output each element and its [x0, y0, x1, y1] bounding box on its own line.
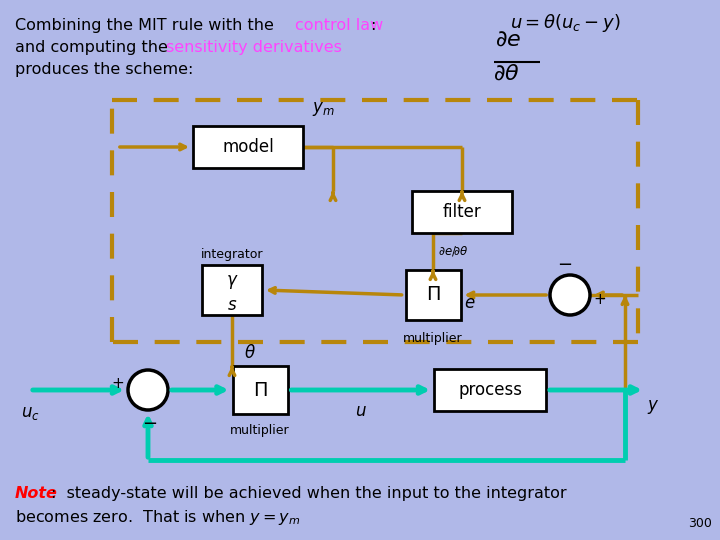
Text: $s$: $s$	[227, 296, 237, 314]
Text: becomes zero.  That is when $y = y_m$: becomes zero. That is when $y = y_m$	[15, 508, 300, 527]
Text: multiplier: multiplier	[230, 424, 290, 437]
Bar	[412, 191, 512, 233]
Text: 300: 300	[688, 517, 712, 530]
Text: integrator: integrator	[201, 248, 264, 261]
Text: $u$: $u$	[355, 402, 366, 420]
Text: multiplier: multiplier	[403, 332, 463, 345]
Bar	[434, 369, 546, 411]
Text: produces the scheme:: produces the scheme:	[15, 62, 194, 77]
Text: $-$: $-$	[557, 254, 572, 272]
Bar	[202, 265, 262, 315]
Text: $\theta$: $\theta$	[244, 344, 256, 362]
Text: $e$: $e$	[464, 294, 476, 312]
Text: $+$: $+$	[593, 292, 606, 307]
Text: model: model	[222, 138, 274, 156]
Text: $u = \theta(u_c - y)$: $u = \theta(u_c - y)$	[510, 12, 621, 34]
Text: $y_m$: $y_m$	[312, 100, 334, 118]
Bar	[233, 366, 287, 414]
Text: $\partial e/\!\partial\theta$: $\partial e/\!\partial\theta$	[438, 245, 469, 259]
Text: filter: filter	[443, 203, 482, 221]
Text: $\gamma$: $\gamma$	[225, 273, 238, 291]
Text: $\Pi$: $\Pi$	[426, 286, 441, 305]
Text: :: :	[370, 18, 375, 33]
Text: sensitivity derivatives: sensitivity derivatives	[166, 40, 342, 55]
Text: Combining the MIT rule with the: Combining the MIT rule with the	[15, 18, 279, 33]
Text: $\Pi$: $\Pi$	[253, 381, 267, 400]
Text: $\partial\theta$: $\partial\theta$	[493, 64, 520, 84]
Circle shape	[550, 275, 590, 315]
Text: $y$: $y$	[647, 398, 660, 416]
Text: $\partial e$: $\partial e$	[495, 30, 521, 50]
Circle shape	[128, 370, 168, 410]
Bar	[193, 126, 303, 168]
Text: and computing the: and computing the	[15, 40, 173, 55]
Bar	[405, 270, 461, 320]
Text: process: process	[458, 381, 522, 399]
Text: $-$: $-$	[143, 413, 158, 431]
Text: $+$: $+$	[111, 376, 124, 392]
Text: $u_c$: $u_c$	[21, 404, 40, 422]
Text: Note: Note	[15, 486, 58, 501]
Text: :  steady-state will be achieved when the input to the integrator: : steady-state will be achieved when the…	[51, 486, 567, 501]
Text: control law: control law	[295, 18, 383, 33]
